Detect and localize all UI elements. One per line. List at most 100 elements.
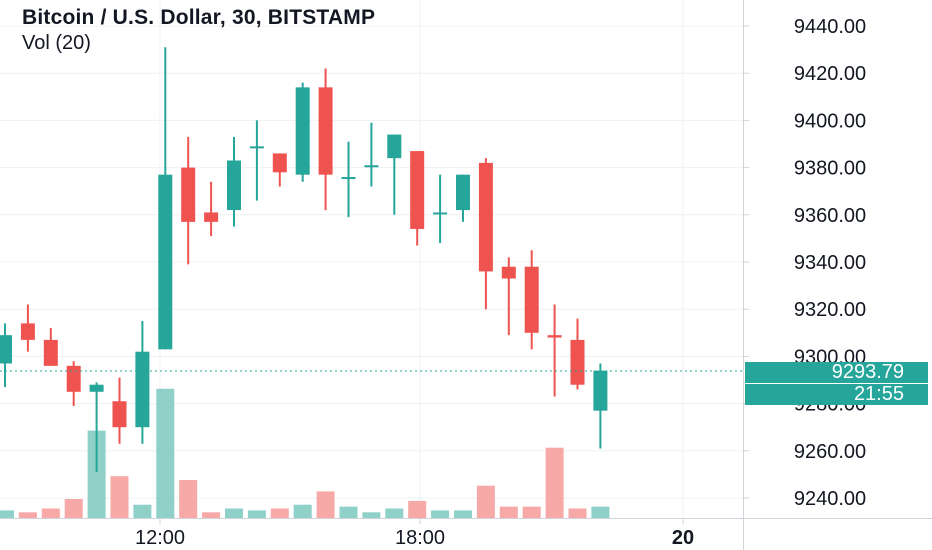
candle-body [501,266,516,279]
candle-down [204,181,219,237]
symbol-title[interactable]: Bitcoin / U.S. Dollar, 30, BITSTAMP [22,6,376,29]
candle-down [181,136,196,265]
candle-body [181,167,196,222]
candle-down [272,153,287,187]
candle-body [547,335,562,338]
bar-countdown-label: 21:55 [745,384,928,405]
candlestick-series [0,47,608,473]
volume-bar [202,512,221,518]
candle-body [249,146,264,149]
candle-up [249,120,264,201]
time-tick-label: 12:00 [135,527,185,549]
time-tick-label: 18:00 [395,527,445,549]
candle-body [593,370,608,411]
candle-down [318,68,333,211]
candle-body [524,266,539,333]
candle-down [547,304,562,397]
volume-bar [0,510,14,518]
volume-bar [179,480,198,518]
candle-body [456,174,470,211]
volume-bar [18,512,37,518]
candle-body [43,339,58,366]
candle-body [204,212,219,222]
candle-body [478,162,493,272]
candle-body [0,335,12,364]
candle-down [20,304,35,352]
candle-up [364,122,379,187]
volume-bar [110,476,129,518]
volume-bar [385,508,404,518]
candle-down [112,377,127,444]
candle-body [318,87,333,175]
candle-up [158,47,173,350]
candle-body [341,177,356,180]
candle-body [20,323,35,340]
candle-body [272,153,287,173]
price-tick-label: 9400.00 [794,110,866,132]
price-tick-label: 9440.00 [794,16,866,38]
candle-body [227,160,241,211]
volume-bar [499,506,518,518]
volume-bar [431,510,450,518]
last-price-label: 9293.79 [745,362,928,383]
candle-body [295,87,310,175]
candle-body [66,365,81,392]
price-tick-label: 9260.00 [794,441,866,463]
candle-up [593,363,608,449]
volume-bar [362,512,381,518]
candle-up [0,323,12,388]
volume-bar [316,491,335,518]
candle-up [89,382,104,473]
candle-body [112,401,127,428]
candle-body [410,151,425,229]
volume-indicator-label[interactable]: Vol (20) [22,32,91,54]
volume-bar [270,508,289,518]
candle-down [43,328,58,366]
volume-bar [339,506,358,518]
volume-bar [454,510,472,518]
candle-up [135,321,150,444]
volume-bar [225,508,243,518]
price-tick-label: 9240.00 [794,488,866,510]
candle-down [410,151,425,246]
volume-bar [87,430,106,518]
volume-bar [568,508,587,518]
price-tick-label: 9360.00 [794,205,866,227]
volume-bar [41,508,60,518]
volume-bars [0,388,610,518]
chart-grid [0,0,743,518]
price-tick-label: 9320.00 [794,299,866,321]
candle-up [341,141,356,218]
volume-bar [293,504,312,518]
price-axis[interactable]: 9440.00 9420.00 9400.00 9380.00 9360.00 9340.… [743,16,866,510]
candle-up [433,174,448,244]
volume-bar [156,388,175,518]
volume-bar [591,506,610,518]
candle-up [227,136,241,227]
volume-bar [408,500,427,518]
candle-body [433,212,448,215]
candle-body [89,384,104,392]
candle-down [524,250,539,350]
candle-down [478,158,493,310]
candle-up [295,82,310,182]
volume-bar [133,504,152,518]
candle-body [387,134,402,159]
candle-up [387,134,402,215]
candle-body [570,339,585,385]
candle-down [570,318,585,390]
candle-body [135,351,150,428]
volume-bar [545,447,564,518]
volume-bar [64,499,83,518]
price-tick-label: 9340.00 [794,252,866,274]
chart-legend: Bitcoin / U.S. Dollar, 30, BITSTAMP Vol … [22,5,375,55]
volume-bar [522,506,541,518]
volume-bar [247,510,266,518]
candle-up [456,174,470,222]
candle-body [364,165,379,168]
price-tick-label: 9380.00 [794,158,866,180]
time-axis[interactable]: 12:00 18:00 20 [135,518,694,549]
candle-down [66,361,81,406]
price-tick-label: 9420.00 [794,63,866,85]
